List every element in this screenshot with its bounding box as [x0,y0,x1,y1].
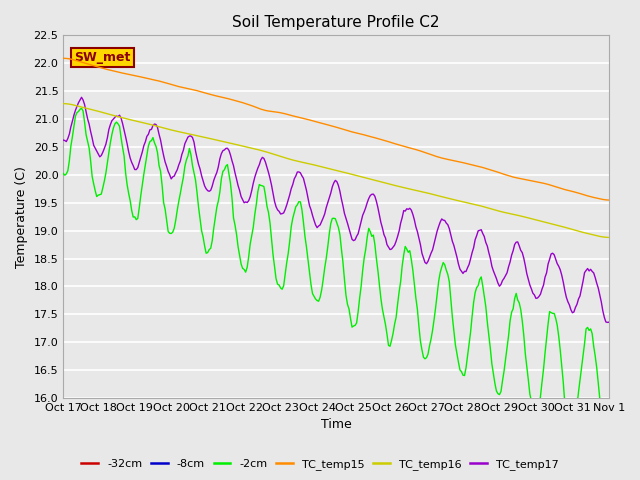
Y-axis label: Temperature (C): Temperature (C) [15,166,28,267]
Title: Soil Temperature Profile C2: Soil Temperature Profile C2 [232,15,440,30]
Text: SW_met: SW_met [74,51,131,64]
X-axis label: Time: Time [321,419,351,432]
Legend: -32cm, -8cm, -2cm, TC_temp15, TC_temp16, TC_temp17: -32cm, -8cm, -2cm, TC_temp15, TC_temp16,… [77,455,563,474]
